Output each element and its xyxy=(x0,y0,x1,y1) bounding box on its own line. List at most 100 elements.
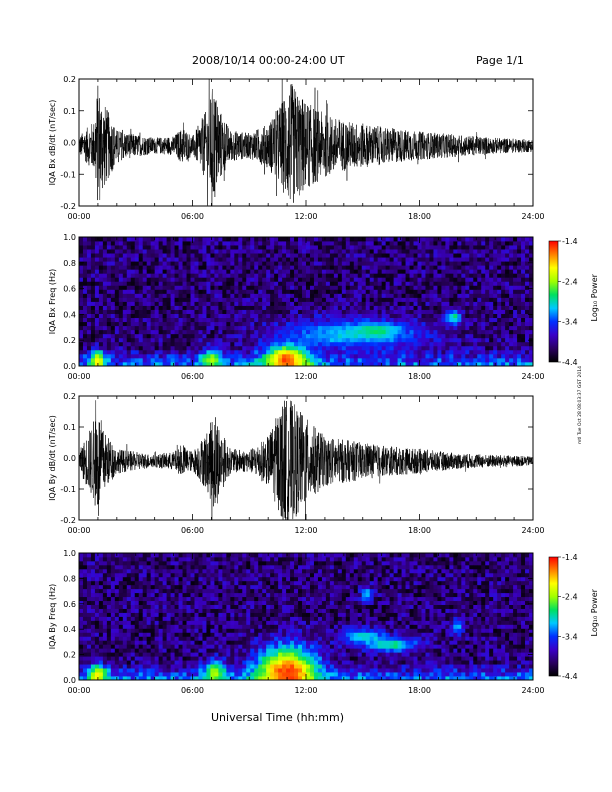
spectrogram-cell xyxy=(194,648,199,653)
spectrogram-cell xyxy=(170,281,175,286)
spectrogram-cell xyxy=(505,249,510,254)
spectrogram-cell xyxy=(86,349,92,355)
spectrogram-cell xyxy=(393,241,398,246)
spectrogram-cell xyxy=(222,309,227,314)
spectrogram-cell xyxy=(190,660,195,665)
spectrogram-cell xyxy=(90,341,96,347)
spectrogram-cell xyxy=(218,293,223,298)
spectrogram-cell xyxy=(377,237,383,242)
spectrogram-cell xyxy=(158,588,164,594)
spectrogram-cell xyxy=(126,261,132,266)
spectrogram-cell xyxy=(210,245,215,250)
spectrogram-cell xyxy=(401,297,406,302)
spectrogram-cell xyxy=(306,261,311,266)
spectrogram-cell xyxy=(170,305,175,310)
colorbar-label: Log₁₀ Power xyxy=(590,273,599,321)
spectrogram-cell xyxy=(82,553,88,558)
spectrogram-cell xyxy=(381,301,387,306)
spectrogram-cell xyxy=(138,564,144,570)
spectrogram-cell xyxy=(393,273,398,278)
spectrogram-cell xyxy=(190,560,195,566)
spectrogram-cell xyxy=(449,293,454,298)
spectrogram-cell xyxy=(206,313,211,319)
spectrogram-cell xyxy=(294,361,299,367)
spectrogram-cell xyxy=(174,337,179,343)
spectrogram-cell xyxy=(170,616,175,621)
spectrogram-cell xyxy=(102,632,108,637)
spectrogram-cell xyxy=(150,357,156,363)
spectrogram-cell xyxy=(461,253,466,258)
spectrogram-cell xyxy=(146,301,152,306)
spectrogram-cell xyxy=(477,301,482,306)
spectrogram-cell xyxy=(178,309,183,314)
spectrogram-cell xyxy=(425,269,430,274)
spectrogram-cell xyxy=(306,297,311,302)
spectrogram-cell xyxy=(485,329,490,335)
spectrogram-cell xyxy=(465,361,470,367)
spectrogram-cell xyxy=(206,281,211,286)
spectrogram-cell xyxy=(194,249,199,254)
spectrogram-cell xyxy=(114,353,120,359)
spectrogram-cell xyxy=(441,325,446,331)
spectrogram-cell xyxy=(429,313,434,319)
spectrogram-cell xyxy=(134,317,140,323)
spectrogram-cell xyxy=(329,261,335,266)
spectrogram-cell xyxy=(345,349,351,355)
spectrogram-cell xyxy=(353,273,359,278)
spectrogram-cell xyxy=(214,317,219,323)
spectrogram-cell xyxy=(270,265,275,270)
spectrogram-cell xyxy=(377,301,383,306)
spectrogram-cell xyxy=(106,357,112,363)
spectrogram-cell xyxy=(254,273,259,278)
spectrogram-cell xyxy=(481,309,486,314)
spectrogram-cell xyxy=(393,281,398,286)
spectrogram-cell xyxy=(222,305,227,310)
spectrogram-cell xyxy=(481,273,486,278)
spectrogram-cell xyxy=(361,353,367,359)
spectrogram-cell xyxy=(170,245,175,250)
spectrogram-cell xyxy=(166,349,171,355)
spectrogram-cell xyxy=(433,265,438,270)
spectrogram-cell xyxy=(94,265,100,270)
spectrogram-cell xyxy=(465,309,470,314)
spectrogram-cell xyxy=(337,249,343,254)
spectrogram-cell xyxy=(186,277,191,282)
spectrogram-cell xyxy=(469,269,474,274)
spectrogram-cell xyxy=(449,245,454,250)
spectrogram-cell xyxy=(118,269,124,274)
spectrogram-cell xyxy=(481,325,486,331)
spectrogram-cell xyxy=(417,289,422,294)
spectrogram-cell xyxy=(278,297,283,302)
spectrogram-cell xyxy=(505,253,510,258)
spectrogram-cell xyxy=(529,273,534,278)
spectrogram-cell xyxy=(250,305,255,310)
spectrogram-cell xyxy=(118,568,124,574)
spectrogram-cell xyxy=(302,241,307,246)
spectrogram-cell xyxy=(122,636,128,641)
spectrogram-cell xyxy=(333,341,339,347)
spectrogram-cell xyxy=(150,572,156,578)
spectrogram-cell xyxy=(421,353,426,359)
spectrogram-cell xyxy=(337,269,343,274)
spectrogram-cell xyxy=(102,612,108,617)
spectrogram-cell xyxy=(126,640,132,645)
spectrogram-cell xyxy=(170,357,175,363)
spectrogram-cell xyxy=(517,269,522,274)
spectrogram-cell xyxy=(501,245,506,250)
spectrogram-cell xyxy=(174,600,179,605)
spectrogram-cell xyxy=(429,245,434,250)
spectrogram-cell xyxy=(497,257,502,262)
spectrogram-cell xyxy=(178,237,183,242)
spectrogram-cell xyxy=(106,656,112,661)
spectrogram-cell xyxy=(381,265,387,270)
spectrogram-cell xyxy=(234,301,239,306)
spectrogram-cell xyxy=(405,337,410,343)
spectrogram-cell xyxy=(529,341,534,347)
spectrogram-cell xyxy=(126,293,132,298)
spectrogram-cell xyxy=(266,249,271,254)
spectrogram-cell xyxy=(158,556,164,562)
spectrogram-cell xyxy=(186,652,191,657)
spectrogram-cell xyxy=(130,672,136,677)
spectrogram-cell xyxy=(194,325,199,331)
spectrogram-cell xyxy=(381,249,387,254)
